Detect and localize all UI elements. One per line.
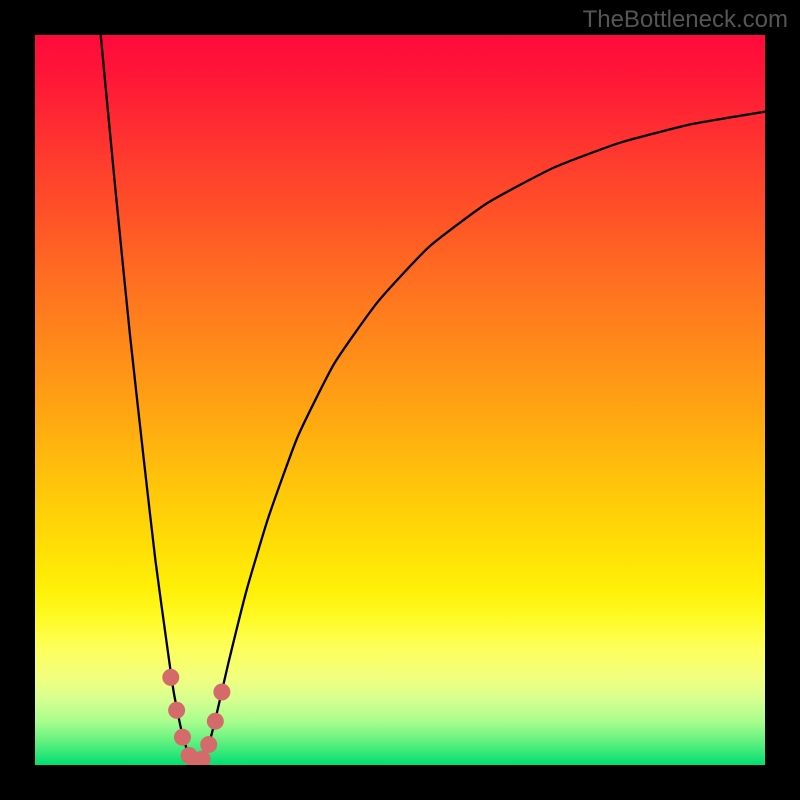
marker-dot — [194, 751, 211, 768]
marker-dot — [174, 729, 191, 746]
marker-dot — [207, 713, 224, 730]
bottleneck-curve — [101, 35, 765, 764]
chart-root: TheBottleneck.com — [0, 0, 800, 800]
marker-dot — [200, 736, 217, 753]
curve-layer — [0, 0, 800, 800]
marker-dot — [213, 684, 230, 701]
marker-dot — [168, 702, 185, 719]
marker-dot — [162, 669, 179, 686]
attribution-label: TheBottleneck.com — [583, 6, 788, 34]
